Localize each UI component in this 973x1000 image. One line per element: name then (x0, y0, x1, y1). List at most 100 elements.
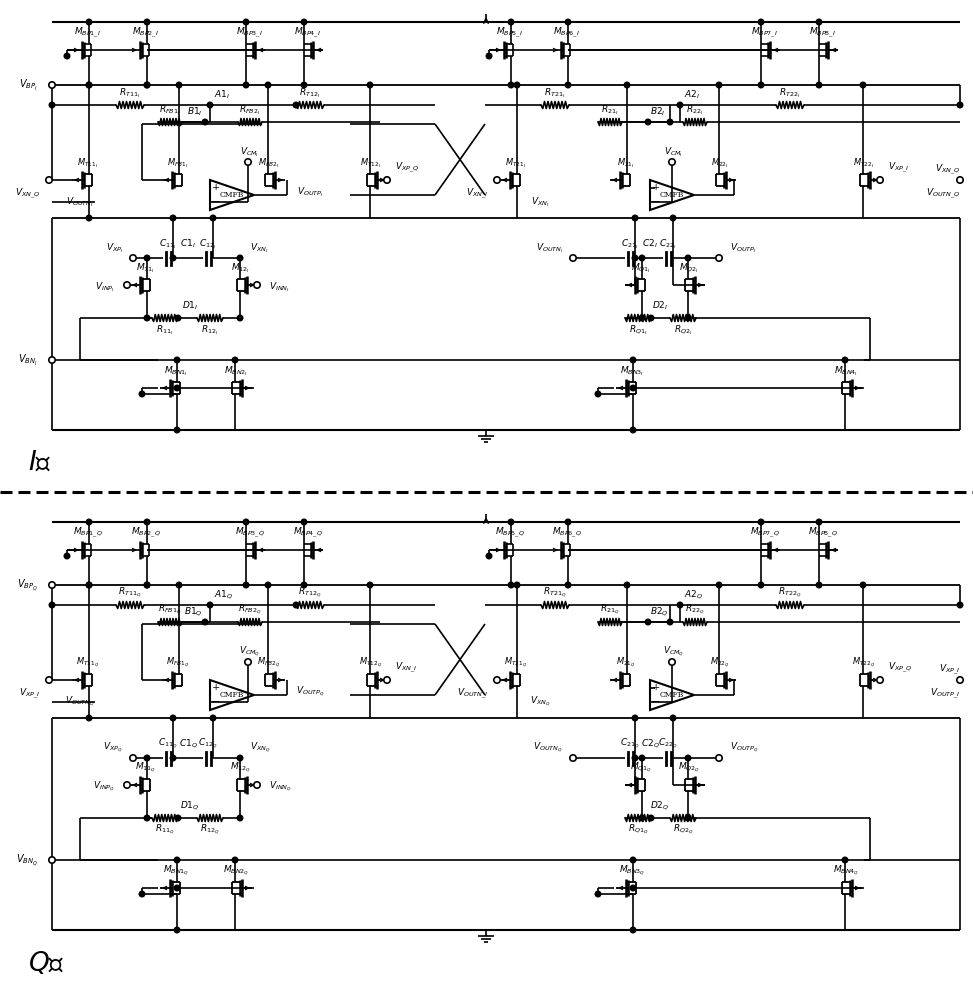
Circle shape (367, 82, 373, 88)
Text: $V_{XN\_Q}$: $V_{XN\_Q}$ (15, 187, 40, 201)
Text: +: + (212, 183, 220, 192)
Text: $M_{BN1_I}$: $M_{BN1_I}$ (164, 364, 188, 378)
Text: $M_{22_Q}$: $M_{22_Q}$ (710, 656, 730, 670)
Text: $V_{XN_I}$: $V_{XN_I}$ (531, 195, 549, 209)
Text: $A2_Q$: $A2_Q$ (684, 589, 703, 601)
Text: $M_{Q1_Q}$: $M_{Q1_Q}$ (630, 761, 652, 775)
Circle shape (49, 82, 55, 88)
Circle shape (254, 782, 260, 788)
Circle shape (170, 255, 176, 261)
Circle shape (595, 891, 600, 897)
Circle shape (816, 519, 822, 525)
Circle shape (570, 755, 576, 761)
Text: $R_{T22_I}$: $R_{T22_I}$ (779, 86, 801, 100)
Text: $M_{11_I}$: $M_{11_I}$ (136, 261, 156, 275)
Text: $A2_I$: $A2_I$ (684, 89, 701, 101)
Circle shape (816, 582, 822, 588)
Text: $M_{BN1_Q}$: $M_{BN1_Q}$ (162, 864, 189, 878)
Circle shape (176, 82, 182, 88)
Text: $R_{11_Q}$: $R_{11_Q}$ (156, 823, 175, 837)
Circle shape (670, 215, 676, 221)
Text: $V_{BP_I}$: $V_{BP_I}$ (19, 77, 38, 93)
Circle shape (685, 815, 691, 821)
Text: $V_{XP_I}$: $V_{XP_I}$ (105, 241, 123, 255)
Circle shape (508, 582, 514, 588)
Circle shape (843, 857, 847, 863)
Text: $M_{BP6\_I}$: $M_{BP6\_I}$ (553, 26, 580, 40)
Text: $M_{BP3\_I}$: $M_{BP3\_I}$ (236, 26, 263, 40)
Text: $V_{INN_Q}$: $V_{INN_Q}$ (269, 780, 292, 794)
Circle shape (860, 582, 866, 588)
Text: $R_{21_I}$: $R_{21_I}$ (601, 103, 619, 117)
Circle shape (139, 391, 145, 397)
Circle shape (367, 582, 373, 588)
Text: $A1_I$: $A1_I$ (214, 89, 231, 101)
Text: $V_{CM_Q}$: $V_{CM_Q}$ (664, 645, 685, 659)
Circle shape (957, 102, 963, 108)
Circle shape (46, 677, 53, 683)
Text: $V_{OUTP_Q}$: $V_{OUTP_Q}$ (730, 741, 759, 755)
Circle shape (632, 215, 637, 221)
Text: $M_{T11_Q}$: $M_{T11_Q}$ (76, 656, 99, 670)
Circle shape (87, 19, 91, 25)
Circle shape (266, 82, 270, 88)
Circle shape (383, 177, 390, 183)
Circle shape (877, 177, 883, 183)
Text: $V_{XN_Q}$: $V_{XN_Q}$ (250, 741, 270, 755)
Text: $M_{12_Q}$: $M_{12_Q}$ (231, 761, 252, 775)
Text: $V_{XP_Q}$: $V_{XP_Q}$ (103, 741, 123, 755)
Circle shape (565, 82, 571, 88)
Text: +: + (652, 683, 660, 692)
Text: $Q$路: $Q$路 (28, 948, 64, 976)
Text: $V_{OUTN\_Q}$: $V_{OUTN\_Q}$ (925, 187, 960, 201)
Circle shape (64, 553, 70, 559)
Text: $M_{Q2_Q}$: $M_{Q2_Q}$ (678, 761, 700, 775)
Text: $V_{OUTP_I}$: $V_{OUTP_I}$ (297, 185, 323, 199)
Circle shape (174, 385, 180, 391)
Text: $R_{FB1_I}$: $R_{FB1_I}$ (160, 103, 181, 117)
Text: $R_{22_I}$: $R_{22_I}$ (686, 103, 703, 117)
Circle shape (266, 582, 270, 588)
Text: $V_{OUTN_Q}$: $V_{OUTN_Q}$ (65, 695, 94, 709)
Circle shape (207, 602, 213, 608)
Text: CMFB: CMFB (220, 691, 244, 699)
Circle shape (170, 715, 176, 721)
Text: $V_{INN_I}$: $V_{INN_I}$ (269, 280, 290, 294)
Text: −: − (211, 198, 221, 208)
Circle shape (677, 602, 683, 608)
Text: $V_{XP\_Q}$: $V_{XP\_Q}$ (395, 161, 419, 175)
Circle shape (667, 619, 672, 625)
Circle shape (956, 677, 963, 683)
Text: $R_{21_Q}$: $R_{21_Q}$ (600, 603, 620, 617)
Circle shape (237, 815, 243, 821)
Text: −: − (651, 698, 661, 708)
Circle shape (202, 619, 208, 625)
Circle shape (631, 357, 635, 363)
Circle shape (87, 715, 91, 721)
Text: $V_{BN_Q}$: $V_{BN_Q}$ (16, 852, 38, 868)
Text: $M_{BN3_Q}$: $M_{BN3_Q}$ (619, 864, 645, 878)
Circle shape (49, 857, 55, 863)
Text: $M_{BP1\_I}$: $M_{BP1\_I}$ (74, 26, 101, 40)
Text: $M_{BP8\_Q}$: $M_{BP8\_Q}$ (808, 526, 838, 540)
Circle shape (233, 357, 237, 363)
Circle shape (570, 255, 576, 261)
Text: $V_{OUTP_Q}$: $V_{OUTP_Q}$ (296, 685, 324, 699)
Circle shape (632, 755, 637, 761)
Text: $R_{Q1_I}$: $R_{Q1_I}$ (629, 323, 647, 337)
Circle shape (668, 159, 675, 165)
Circle shape (302, 582, 306, 588)
Circle shape (565, 582, 571, 588)
Circle shape (302, 519, 306, 525)
Circle shape (144, 755, 150, 761)
Circle shape (87, 215, 91, 221)
Text: $M_{BP4\_I}$: $M_{BP4\_I}$ (294, 26, 321, 40)
Circle shape (716, 755, 722, 761)
Circle shape (237, 255, 243, 261)
Circle shape (668, 659, 675, 665)
Circle shape (877, 677, 883, 683)
Circle shape (625, 582, 630, 588)
Circle shape (302, 19, 306, 25)
Text: $A1_Q$: $A1_Q$ (214, 589, 234, 601)
Circle shape (565, 519, 571, 525)
